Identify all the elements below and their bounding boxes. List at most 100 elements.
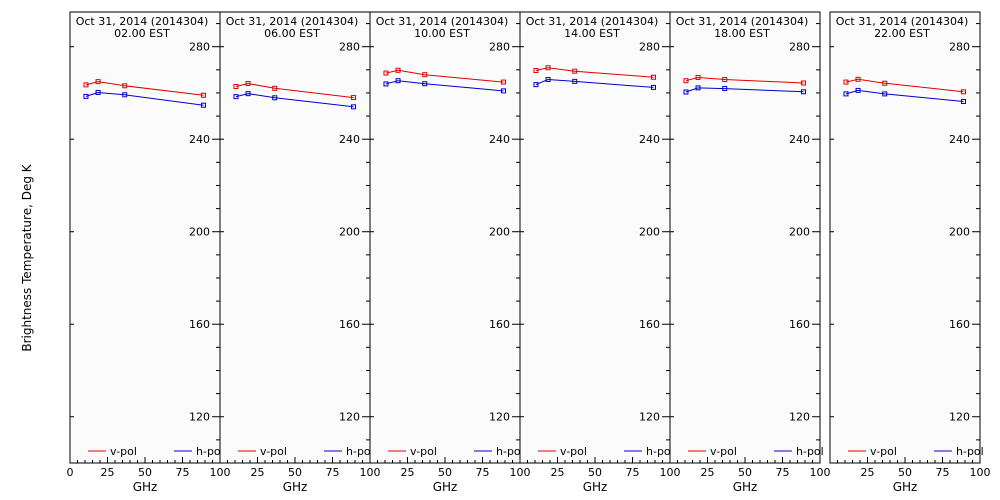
v-pol-point [245,80,251,86]
v-pol-point [272,85,278,91]
h-pol-legend-label: h-pol [346,445,374,458]
v-pol-point [83,82,89,88]
h-pol-point [855,87,861,93]
panel-4: Oct 31, 2014 (2014304)14.00 EST 120 160 200… [519,11,681,494]
v-pol-point [572,68,578,74]
h-pol-point [961,99,966,105]
panel-5: Oct 31, 2014 (2014304)18.00 EST 120 160 200… [669,11,831,494]
v-pol-point [501,79,506,85]
h-pol-point [572,78,578,84]
panel-title: Oct 31, 2014 (2014304) [676,15,809,28]
x-tick-label: 25 [701,466,715,479]
panel-subtitle: 18.00 EST [714,27,770,40]
v-pol-point [961,89,966,95]
x-tick-label: 100 [210,466,231,479]
x-axis-label: GHz [733,480,758,494]
panel-title: Oct 31, 2014 (2014304) [376,15,509,28]
y-tick-label: 160 [339,318,360,331]
panel-subtitle: 06.00 EST [264,27,320,40]
y-tick-label: 160 [949,318,970,331]
h-pol-line [235,93,354,108]
v-pol-point [201,92,206,98]
h-pol-point [245,91,251,97]
x-tick-label: 25 [101,466,115,479]
v-pol-line [85,81,204,96]
x-tick-label: 75 [176,466,190,479]
h-pol-point [122,92,128,98]
x-axis-label: GHz [133,480,158,494]
h-pol-point [272,95,278,101]
x-tick-label: 75 [476,466,490,479]
panel-title: Oct 31, 2014 (2014304) [76,15,209,28]
h-pol-legend-label: h-pol [646,445,674,458]
v-pol-point [882,80,888,86]
h-pol-line [685,87,804,93]
y-tick-label: 240 [639,133,660,146]
y-tick-label: 200 [189,226,210,239]
panel-title: Oct 31, 2014 (2014304) [836,15,969,28]
y-tick-label: 280 [639,41,660,54]
h-pol-point [545,77,551,83]
v-pol-legend-label: v-pol [410,445,437,458]
y-tick-label: 280 [489,41,510,54]
h-pol-line [535,78,654,88]
h-pol-line [385,80,504,92]
legend: v-pol h-pol [388,445,524,458]
panel-2: Oct 31, 2014 (2014304)06.00 EST 120 160 200… [219,11,381,494]
x-tick-label: 50 [898,466,912,479]
v-pol-legend-label: v-pol [710,445,737,458]
h-pol-point [83,93,89,99]
plot-area [70,12,220,463]
x-tick-label: 75 [626,466,640,479]
x-tick-label: 50 [738,466,752,479]
x-axis-label: GHz [283,480,308,494]
panels: Oct 31, 2014 (2014304)02.00 EST120160200… [67,11,991,494]
v-pol-point [651,74,656,80]
y-tick-label: 160 [789,318,810,331]
x-tick-label: 50 [138,466,152,479]
panel-subtitle: 14.00 EST [564,27,620,40]
v-pol-point [351,95,356,101]
legend: v-pol h-pol [848,445,984,458]
x-axis-label: GHz [583,480,608,494]
v-pol-point [855,76,861,82]
y-tick-label: 280 [189,41,210,54]
v-pol-point [695,74,701,80]
h-pol-point [422,81,428,87]
y-tick-label: 200 [949,226,970,239]
y-tick-label: 240 [339,133,360,146]
h-pol-point [695,85,701,91]
x-tick-label: 100 [970,466,991,479]
h-pol-point [722,86,728,92]
y-tick-label: 280 [949,41,970,54]
y-tick-label: 160 [489,318,510,331]
plot-area [220,12,370,463]
x-axis-label: GHz [433,480,458,494]
y-tick-label: 120 [189,411,210,424]
v-pol-legend-label: v-pol [560,445,587,458]
panel-3: Oct 31, 2014 (2014304)10.00 EST 120 160 200… [369,11,531,494]
x-tick-label: 0 [67,466,74,479]
v-pol-line [535,67,654,78]
x-tick-label: 75 [326,466,340,479]
h-pol-point [533,82,539,88]
x-tick-label: 25 [861,466,875,479]
panel-title: Oct 31, 2014 (2014304) [226,15,359,28]
v-pol-legend-label: v-pol [110,445,137,458]
v-pol-point [801,80,806,86]
y-tick-label: 120 [789,411,810,424]
plot-area [830,12,980,463]
y-tick-label: 120 [949,411,970,424]
h-pol-legend-label: h-pol [796,445,824,458]
y-tick-label: 280 [339,41,360,54]
panel-frame [829,11,981,464]
legend: v-pol h-pol [88,445,224,458]
x-tick-label: 50 [438,466,452,479]
v-pol-line [685,76,804,84]
v-pol-point [722,77,728,83]
v-pol-point [383,70,389,76]
x-tick-label: 75 [776,466,790,479]
x-tick-label: 50 [288,466,302,479]
v-pol-point [95,79,101,85]
panel-frame [669,11,821,464]
